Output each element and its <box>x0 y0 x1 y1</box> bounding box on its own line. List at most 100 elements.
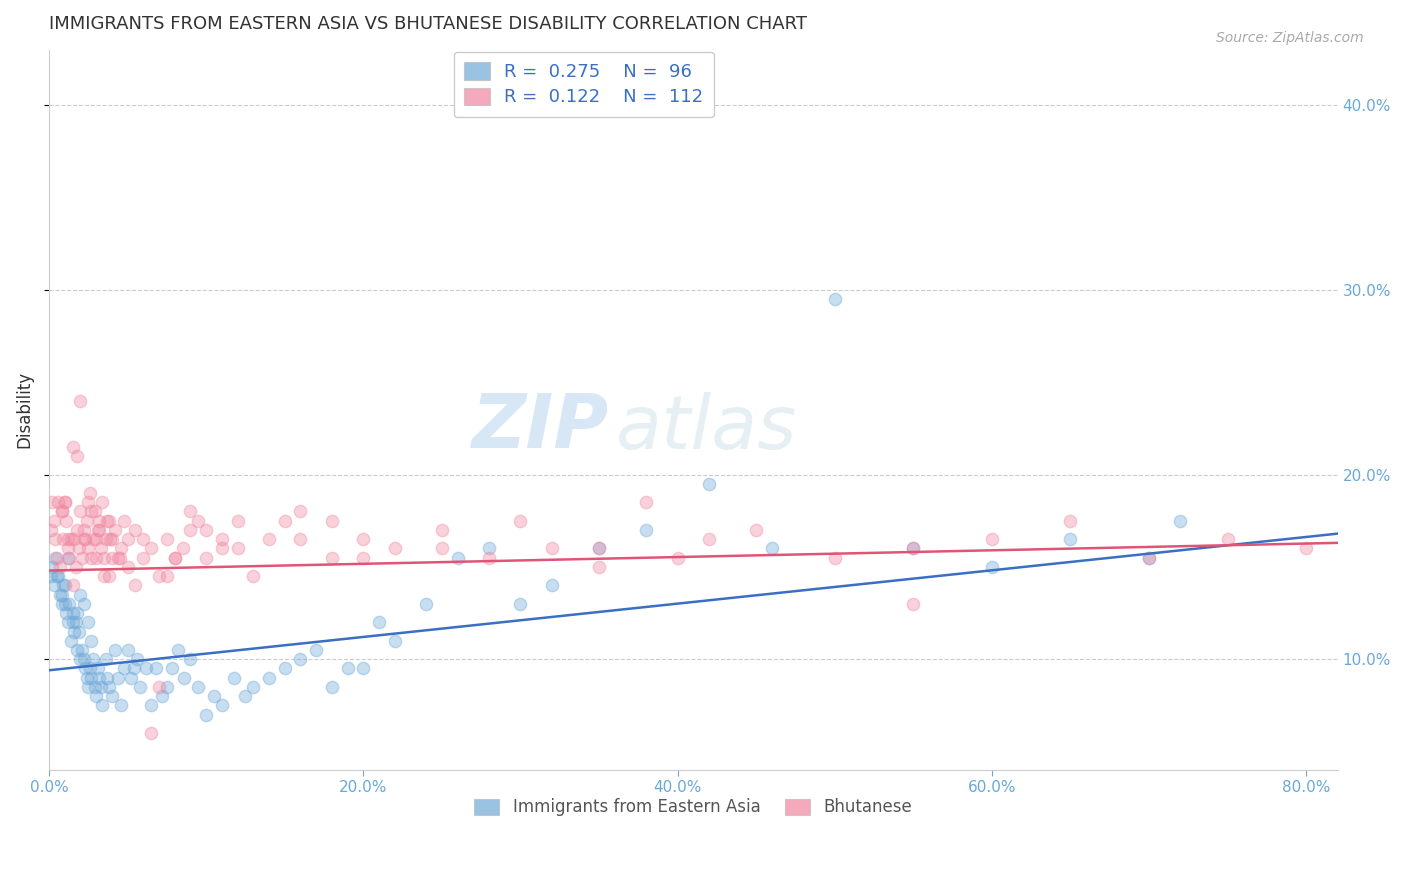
Point <box>166 643 188 657</box>
Point <box>117 560 139 574</box>
Point <box>55 606 77 620</box>
Point <box>39 569 62 583</box>
Point <box>65 615 87 630</box>
Point <box>62 578 84 592</box>
Point <box>91 698 114 713</box>
Point <box>98 532 121 546</box>
Point <box>163 550 186 565</box>
Point <box>273 514 295 528</box>
Point <box>76 671 98 685</box>
Point <box>63 532 86 546</box>
Point <box>56 541 79 556</box>
Point <box>1059 514 1081 528</box>
Point <box>636 523 658 537</box>
Point <box>62 440 84 454</box>
Point <box>82 532 104 546</box>
Point <box>145 661 167 675</box>
Point <box>110 698 132 713</box>
Point <box>824 550 846 565</box>
Point <box>211 532 233 546</box>
Point <box>125 652 148 666</box>
Point <box>290 532 312 546</box>
Point <box>66 449 89 463</box>
Point <box>107 671 129 685</box>
Point <box>195 550 218 565</box>
Point <box>415 597 437 611</box>
Point <box>179 523 201 537</box>
Point <box>150 689 173 703</box>
Point <box>148 569 170 583</box>
Point <box>77 495 100 509</box>
Point <box>66 606 89 620</box>
Point <box>446 550 468 565</box>
Point <box>135 661 157 675</box>
Point <box>48 495 70 509</box>
Point <box>67 624 90 639</box>
Point <box>224 671 246 685</box>
Point <box>75 532 97 546</box>
Point <box>55 514 77 528</box>
Point <box>509 514 531 528</box>
Point <box>52 532 75 546</box>
Point <box>368 615 391 630</box>
Point <box>51 588 73 602</box>
Point <box>1295 541 1317 556</box>
Point <box>588 541 610 556</box>
Point <box>697 476 720 491</box>
Text: atlas: atlas <box>616 392 797 464</box>
Point <box>79 486 101 500</box>
Point <box>666 550 689 565</box>
Point <box>51 504 73 518</box>
Point <box>104 523 127 537</box>
Point <box>70 550 93 565</box>
Point <box>62 606 84 620</box>
Point <box>541 578 564 592</box>
Point <box>824 292 846 306</box>
Point <box>80 504 103 518</box>
Point <box>80 671 103 685</box>
Point <box>108 550 131 565</box>
Point <box>163 550 186 565</box>
Point <box>101 532 124 546</box>
Point <box>45 550 67 565</box>
Text: ZIP: ZIP <box>472 392 610 465</box>
Point <box>48 569 70 583</box>
Point <box>588 541 610 556</box>
Point <box>53 578 76 592</box>
Point <box>211 698 233 713</box>
Point <box>45 569 67 583</box>
Point <box>101 550 124 565</box>
Point <box>90 541 112 556</box>
Point <box>430 523 453 537</box>
Point <box>384 541 406 556</box>
Point <box>122 661 145 675</box>
Point <box>51 504 73 518</box>
Point <box>96 671 118 685</box>
Point <box>117 532 139 546</box>
Point <box>49 588 72 602</box>
Point <box>120 671 142 685</box>
Point <box>290 504 312 518</box>
Point <box>226 541 249 556</box>
Point <box>62 615 84 630</box>
Point <box>77 615 100 630</box>
Point <box>305 643 328 657</box>
Point <box>132 532 155 546</box>
Point <box>697 532 720 546</box>
Y-axis label: Disability: Disability <box>15 371 32 449</box>
Point <box>53 495 76 509</box>
Point <box>39 523 62 537</box>
Point <box>84 689 107 703</box>
Point <box>63 624 86 639</box>
Point <box>49 560 72 574</box>
Point <box>72 532 94 546</box>
Point <box>89 671 111 685</box>
Point <box>93 569 115 583</box>
Point <box>84 532 107 546</box>
Point <box>352 550 374 565</box>
Point <box>478 550 501 565</box>
Point <box>97 514 120 528</box>
Point <box>156 532 179 546</box>
Point <box>97 680 120 694</box>
Point <box>132 550 155 565</box>
